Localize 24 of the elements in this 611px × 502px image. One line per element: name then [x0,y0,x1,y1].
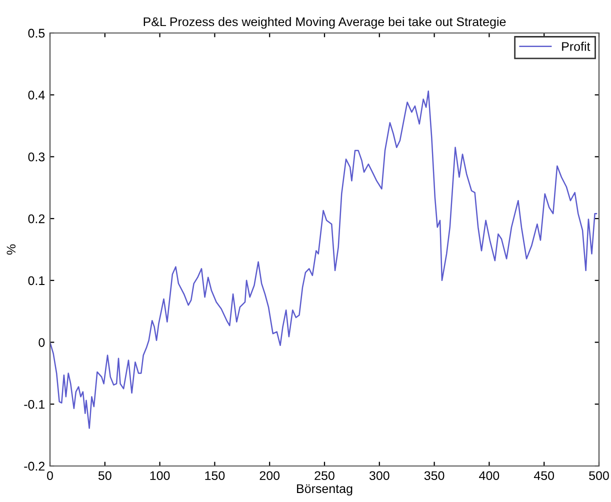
y-tick-label: 0.4 [28,90,45,100]
y-tick-label: 0.2 [28,214,45,224]
x-tick-label: 300 [369,471,390,480]
line-series [50,90,598,429]
y-tick-label: -0.1 [24,400,45,409]
x-tick-label: 450 [534,471,554,480]
y-tick-label: -0.2 [24,462,45,471]
y-tick-label: 0.1 [28,276,45,286]
y-tick-label: 0 [38,338,45,347]
x-tick-label: 100 [150,471,170,480]
x-tick-label: 50 [98,471,112,480]
x-tick-label: 400 [479,471,500,480]
legend-label: Profit [562,42,590,51]
x-tick-label: 500 [589,471,609,480]
y-tick-label: 0.3 [28,152,45,162]
y-axis-title: % [6,244,16,255]
x-tick-label: 200 [260,471,280,480]
x-axis-title: Börsentag [297,484,352,496]
x-tick-label: 150 [205,471,225,480]
x-tick-label: 250 [314,471,334,480]
x-tick-label: 0 [47,471,53,480]
x-tick-label: 350 [424,471,444,480]
chart-title: P&L Prozess des weighted Moving Average bei take out Strategie [144,16,506,29]
y-tick-label: 0.5 [28,28,45,38]
